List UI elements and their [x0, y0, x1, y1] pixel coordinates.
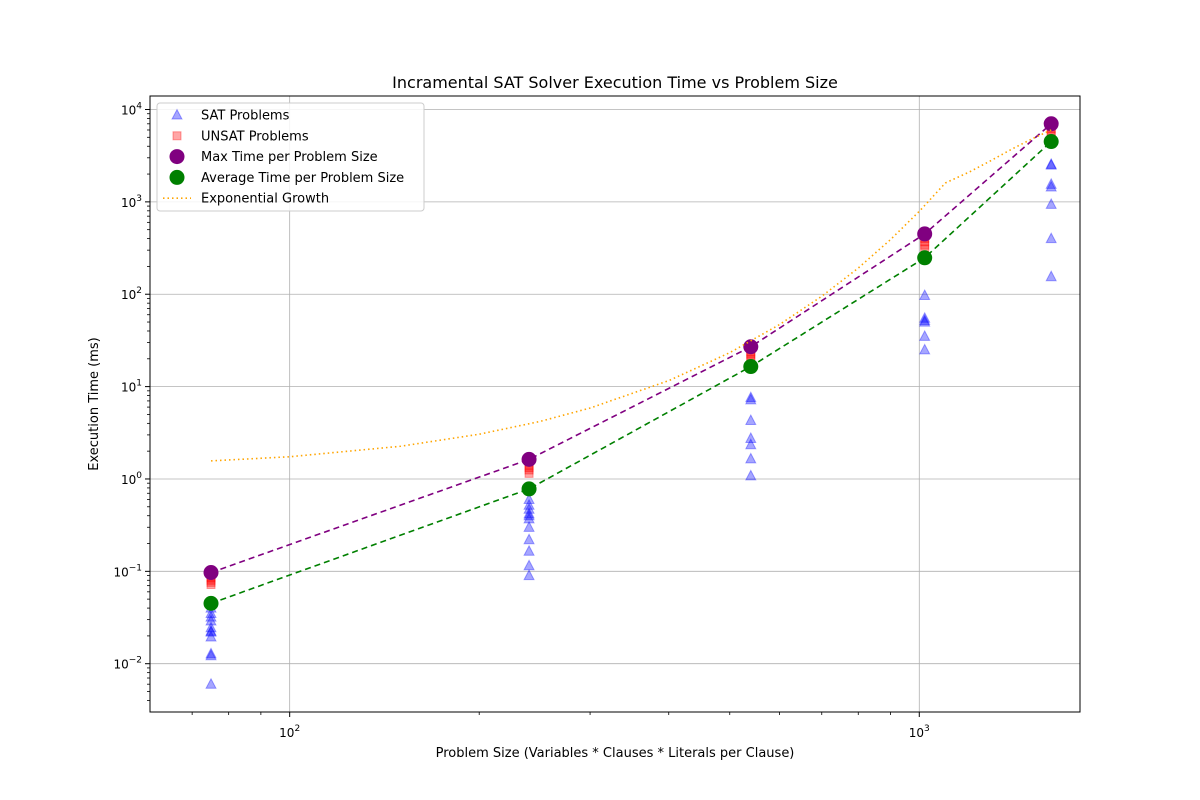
sat-point [1045, 158, 1057, 170]
sat-point [523, 509, 535, 521]
sat-point [205, 677, 217, 689]
sat-point [205, 647, 217, 659]
summary-point [203, 565, 219, 581]
sat-point [523, 502, 535, 514]
legend-label: Average Time per Problem Size [201, 171, 404, 186]
y-tick-label: 104 [121, 101, 142, 117]
sat-point [205, 614, 217, 626]
sat-point [918, 313, 931, 326]
sat-point [205, 625, 217, 637]
sat-point [205, 606, 217, 618]
sat-point [745, 431, 757, 443]
legend-marker [169, 149, 185, 165]
legend-marker [172, 131, 182, 141]
legend-label: UNSAT Problems [201, 129, 309, 144]
trend-line [210, 123, 1052, 574]
sat-point [918, 288, 931, 301]
axes-frame [149, 95, 1081, 713]
sat-point [1045, 157, 1057, 169]
summary-point [917, 226, 933, 242]
series-line-2 [203, 116, 1059, 581]
sat-point [523, 520, 535, 532]
legend-marker [169, 169, 185, 185]
sat-point [745, 452, 757, 464]
legend-box [156, 102, 425, 212]
summary-point [1043, 116, 1059, 132]
x-tick-label: 103 [909, 724, 930, 740]
legend-marker [171, 108, 183, 120]
legend-label: SAT Problems [201, 109, 290, 124]
legend-label: Max Time per Problem Size [201, 150, 378, 165]
x-tick-label: 102 [279, 724, 300, 740]
sat-point [523, 569, 535, 581]
sat-point [918, 343, 931, 355]
chart-title: Incramental SAT Solver Execution Time vs… [392, 73, 838, 92]
y-tick-label: 102 [121, 286, 142, 302]
sat-point [745, 393, 757, 405]
sat-point [918, 315, 931, 327]
plot-area [203, 116, 1059, 689]
legend-item: Average Time per Problem Size [169, 169, 404, 186]
sat-point [205, 621, 217, 633]
sat-point [205, 624, 217, 636]
sat-point [1045, 177, 1057, 189]
y-axis-label: Execution Time (ms) [87, 337, 102, 470]
y-tick-label: 103 [121, 194, 142, 210]
sat-point [205, 630, 217, 642]
legend-item: SAT Problems [171, 108, 290, 124]
series-line-3 [203, 134, 1059, 611]
sat-point [523, 507, 535, 519]
summary-point [521, 481, 537, 497]
sat-point [205, 649, 217, 661]
axis-ticks: 102 103 10−2 10−1 100 101 102 103 104 [113, 101, 929, 740]
sat-point [745, 469, 757, 481]
sat-point [523, 512, 535, 524]
sat-point [523, 492, 535, 505]
series-curve-4 [210, 129, 1052, 462]
x-axis-label: Problem Size (Variables * Clauses * Lite… [436, 746, 795, 761]
summary-point [203, 595, 219, 611]
y-tick-label: 100 [121, 471, 142, 487]
y-tick-label: 101 [121, 379, 142, 395]
exponential-curve [210, 129, 1052, 462]
y-tick-label: 10−1 [113, 563, 142, 579]
unsat-point [206, 580, 216, 590]
summary-point [743, 339, 759, 355]
series-0 [205, 157, 1057, 689]
legend-item: Max Time per Problem Size [169, 149, 378, 165]
legend: SAT Problems UNSAT Problems Max Time per P… [156, 102, 425, 212]
sat-point [1045, 197, 1057, 209]
sat-point [523, 544, 535, 556]
sat-point [745, 413, 757, 426]
sat-point [918, 329, 931, 341]
sat-point [1045, 270, 1057, 282]
legend-item: UNSAT Problems [172, 129, 309, 144]
summary-point [743, 359, 759, 375]
sat-point [205, 610, 217, 622]
sat-point [523, 498, 535, 510]
unsat-point [524, 468, 534, 478]
sat-point [1045, 180, 1057, 192]
legend-item: Exponential Growth [163, 192, 329, 207]
sat-point [918, 311, 931, 323]
sat-point [523, 533, 535, 545]
summary-point [917, 250, 933, 266]
y-tick-label: 10−2 [113, 656, 142, 672]
summary-point [1043, 134, 1059, 150]
legend-label: Exponential Growth [201, 192, 329, 207]
sat-point [745, 438, 757, 450]
sat-point [1045, 232, 1057, 244]
summary-point [521, 451, 537, 467]
sat-point [523, 559, 535, 571]
sat-point [745, 391, 757, 403]
